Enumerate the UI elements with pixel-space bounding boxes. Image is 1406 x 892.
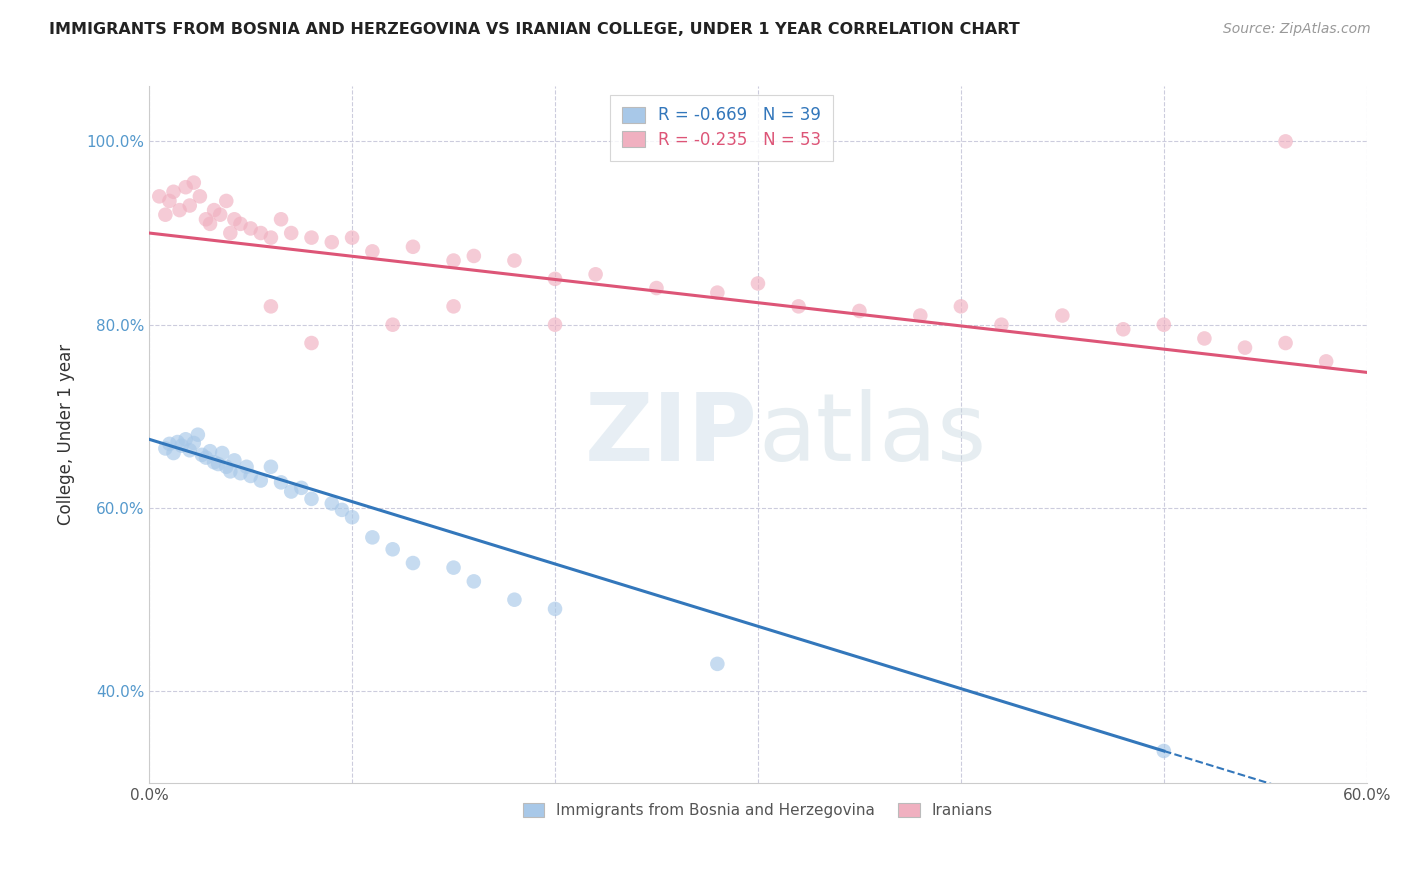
Point: [191, 448, 214, 462]
Point: [503, 253, 526, 268]
Point: [219, 464, 242, 478]
Point: [166, 435, 188, 450]
Point: [183, 436, 205, 450]
Point: [162, 185, 184, 199]
Point: [170, 439, 193, 453]
Point: [260, 230, 283, 244]
Point: [270, 212, 292, 227]
Point: [148, 189, 170, 203]
Point: [235, 459, 257, 474]
Point: [544, 272, 567, 286]
Point: [990, 318, 1012, 332]
Point: [503, 592, 526, 607]
Legend: Immigrants from Bosnia and Herzegovina, Iranians: Immigrants from Bosnia and Herzegovina, …: [517, 797, 1000, 824]
Point: [301, 336, 323, 351]
Point: [463, 249, 485, 263]
Point: [215, 194, 238, 208]
Text: ZIP: ZIP: [585, 389, 758, 481]
Point: [443, 253, 465, 268]
Point: [1233, 341, 1256, 355]
Point: [270, 475, 292, 490]
Point: [1153, 318, 1175, 332]
Point: [179, 198, 201, 212]
Point: [361, 530, 384, 544]
Point: [443, 560, 465, 574]
Point: [747, 277, 769, 291]
Point: [301, 491, 323, 506]
Point: [463, 574, 485, 589]
Point: [402, 556, 425, 570]
Point: [207, 457, 229, 471]
Point: [280, 484, 302, 499]
Point: [585, 267, 607, 281]
Point: [290, 481, 312, 495]
Point: [260, 299, 283, 313]
Point: [224, 453, 246, 467]
Point: [155, 442, 177, 456]
Point: [198, 444, 221, 458]
Point: [381, 542, 404, 557]
Point: [321, 235, 343, 250]
Point: [249, 226, 271, 240]
Point: [187, 427, 209, 442]
Point: [1194, 331, 1216, 345]
Point: [1274, 336, 1296, 351]
Point: [544, 602, 567, 616]
Point: [183, 176, 205, 190]
Point: [301, 230, 323, 244]
Point: [1315, 354, 1337, 368]
Point: [1112, 322, 1135, 336]
Point: [162, 446, 184, 460]
Point: [361, 244, 384, 259]
Point: [194, 450, 217, 465]
Point: [443, 299, 465, 313]
Point: [198, 217, 221, 231]
Text: atlas: atlas: [758, 389, 986, 481]
Point: [169, 203, 191, 218]
Point: [1274, 134, 1296, 148]
Point: [174, 432, 197, 446]
Point: [239, 469, 262, 483]
Point: [219, 226, 242, 240]
Point: [229, 466, 252, 480]
Point: [381, 318, 404, 332]
Point: [229, 217, 252, 231]
Point: [321, 496, 343, 510]
Point: [202, 203, 225, 218]
Point: [159, 437, 181, 451]
Point: [260, 459, 283, 474]
Point: [239, 221, 262, 235]
Point: [706, 285, 728, 300]
Point: [155, 208, 177, 222]
Point: [910, 309, 932, 323]
Point: [174, 180, 197, 194]
Point: [202, 455, 225, 469]
Text: Source: ZipAtlas.com: Source: ZipAtlas.com: [1223, 22, 1371, 37]
Point: [179, 443, 201, 458]
Point: [159, 194, 181, 208]
Point: [249, 474, 271, 488]
Point: [1153, 744, 1175, 758]
Point: [544, 318, 567, 332]
Point: [188, 189, 211, 203]
Point: [211, 446, 233, 460]
Text: IMMIGRANTS FROM BOSNIA AND HERZEGOVINA VS IRANIAN COLLEGE, UNDER 1 YEAR CORRELAT: IMMIGRANTS FROM BOSNIA AND HERZEGOVINA V…: [49, 22, 1019, 37]
Point: [706, 657, 728, 671]
Y-axis label: College, Under 1 year: College, Under 1 year: [58, 344, 75, 525]
Point: [209, 208, 232, 222]
Point: [224, 212, 246, 227]
Point: [340, 510, 363, 524]
Point: [645, 281, 668, 295]
Point: [330, 503, 353, 517]
Point: [402, 240, 425, 254]
Point: [215, 459, 238, 474]
Point: [194, 212, 217, 227]
Point: [848, 304, 870, 318]
Point: [340, 230, 363, 244]
Point: [1052, 309, 1074, 323]
Point: [787, 299, 810, 313]
Point: [949, 299, 972, 313]
Point: [280, 226, 302, 240]
